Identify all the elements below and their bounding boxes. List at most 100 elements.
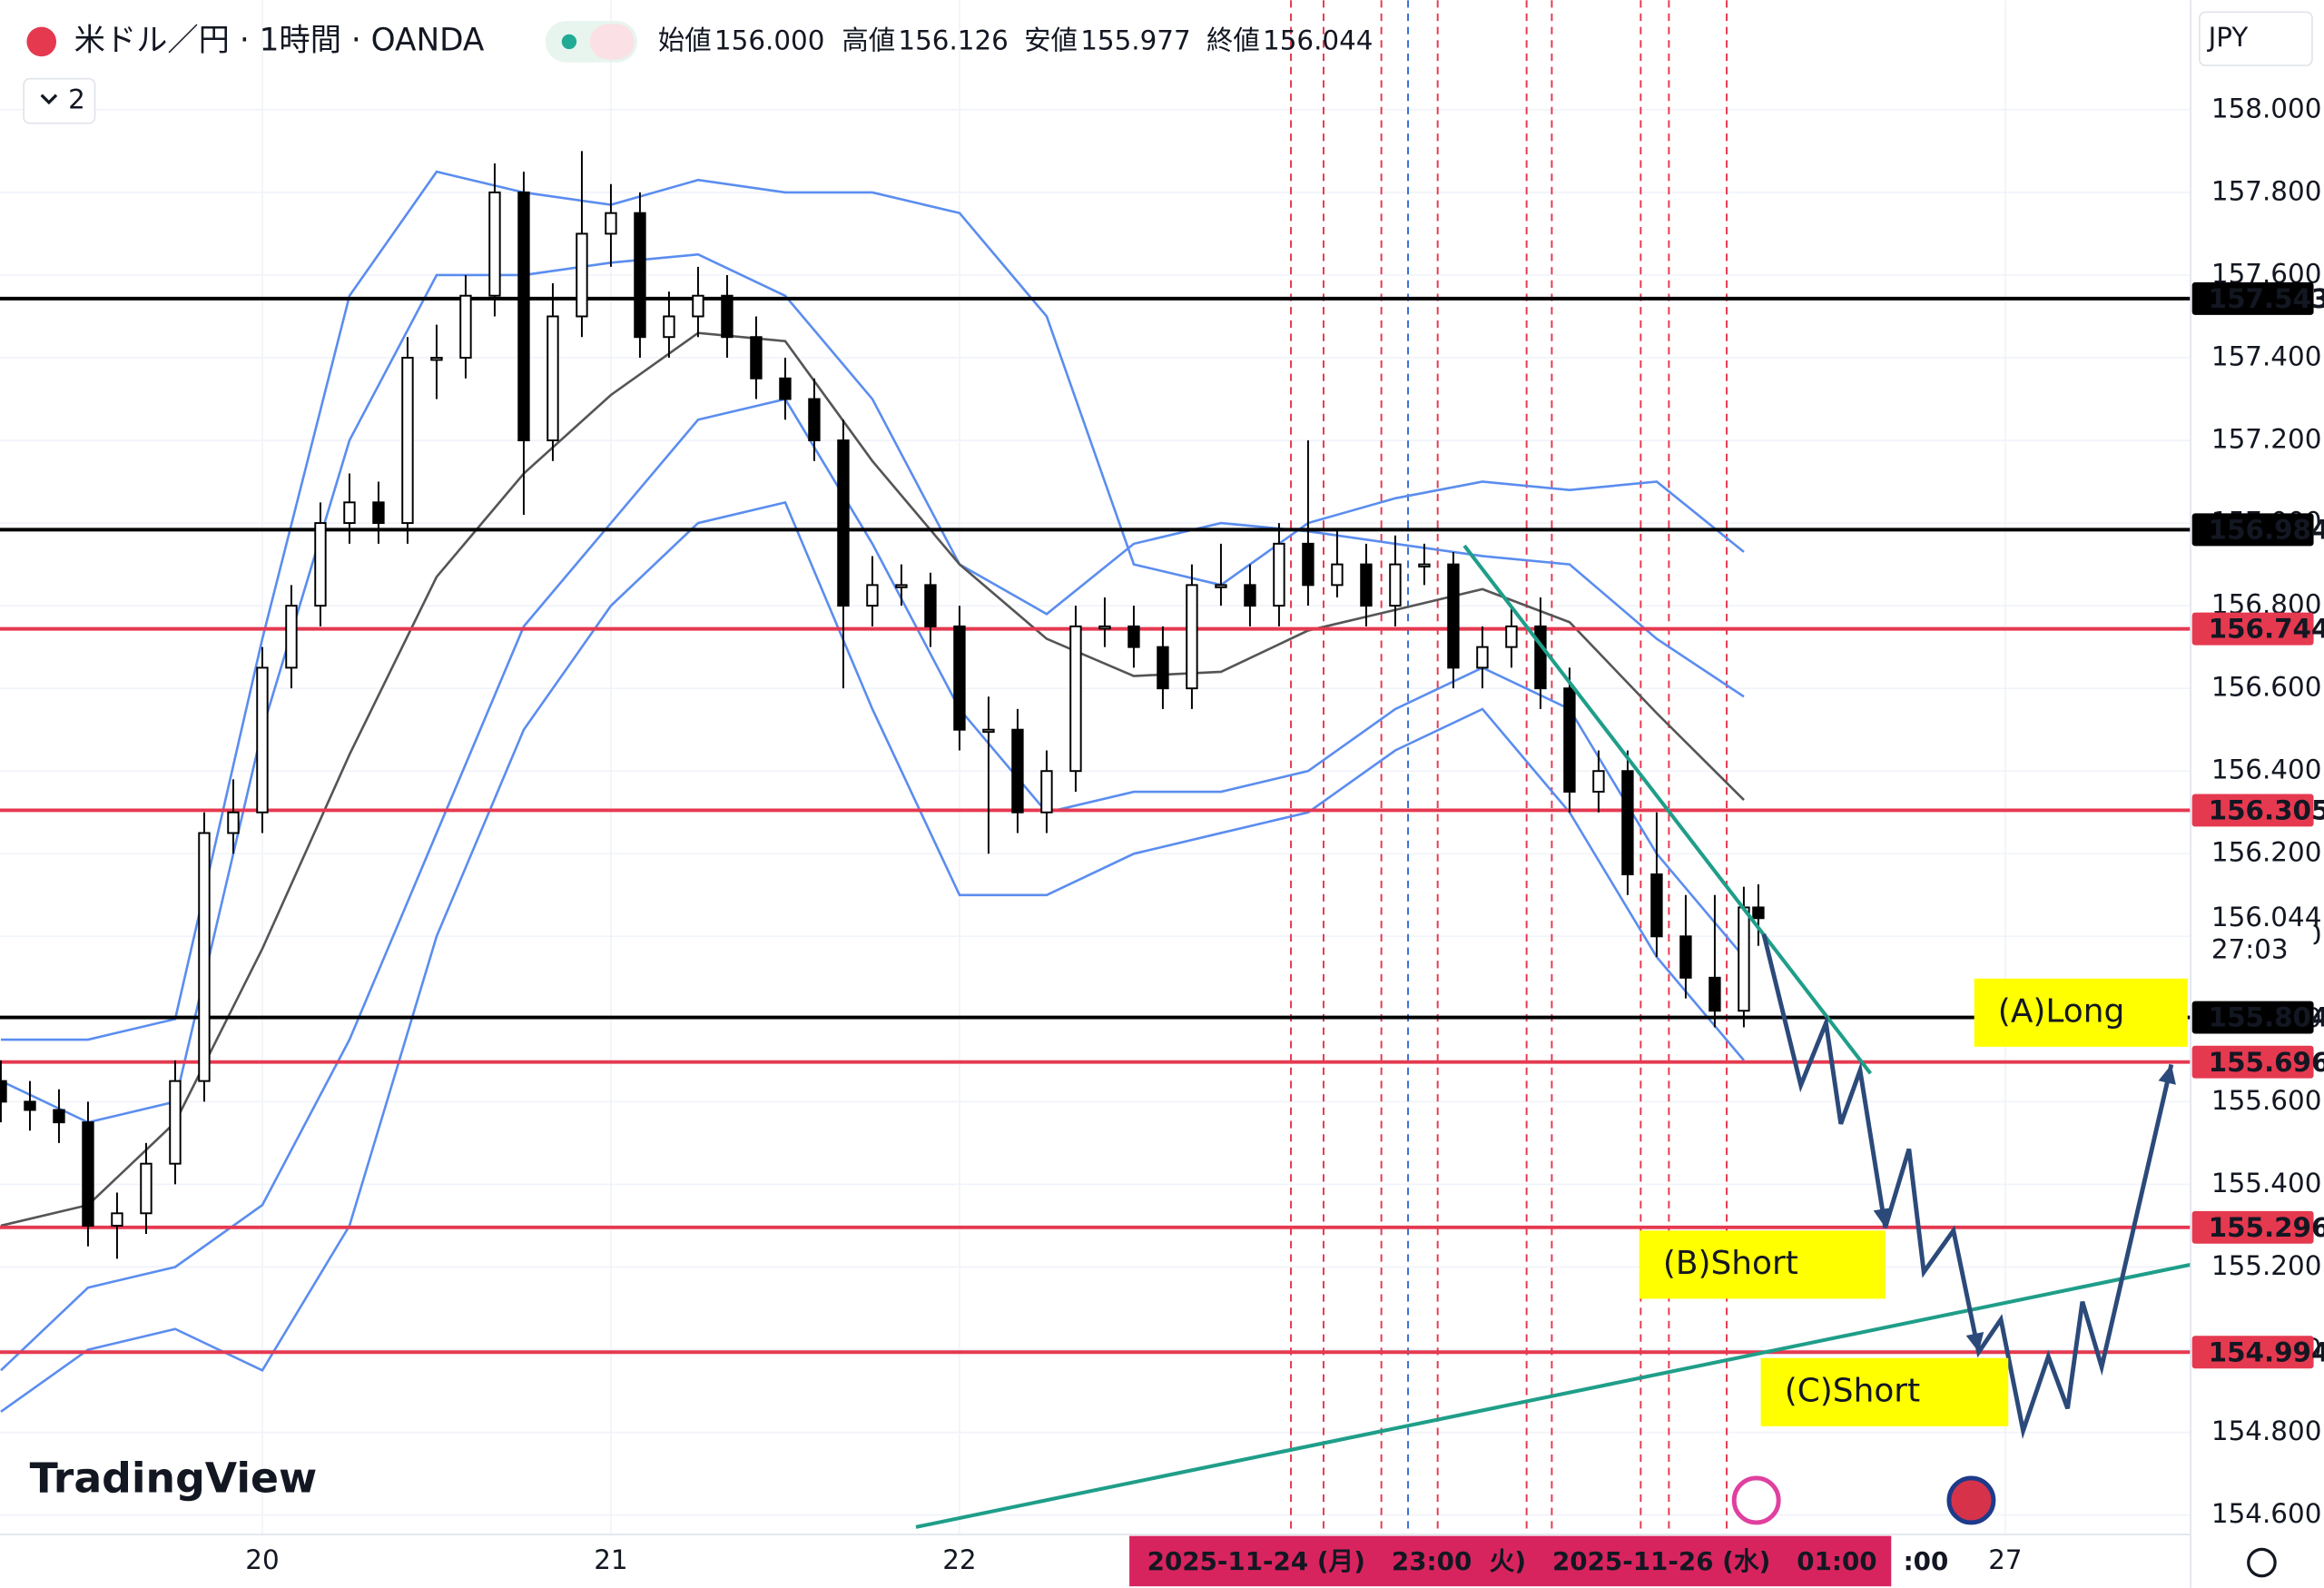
level-tag bbox=[2191, 612, 2314, 646]
level-tag bbox=[2191, 1336, 2314, 1369]
candle-body bbox=[1157, 646, 1169, 690]
currency-button[interactable] bbox=[2199, 11, 2313, 66]
price-axis: 154.600154.800155.000155.200155.400155.6… bbox=[2191, 93, 2324, 1529]
candle-body bbox=[517, 191, 530, 442]
x-tick-label: 21 bbox=[594, 1544, 627, 1575]
candle-body bbox=[1447, 563, 1460, 669]
candle-body bbox=[1752, 906, 1765, 920]
level-label: 154.994 bbox=[2209, 1336, 2324, 1367]
status-dot bbox=[561, 34, 577, 50]
y-tick-label: 154.600 bbox=[2211, 1498, 2321, 1529]
candle-body bbox=[1563, 687, 1576, 793]
y-tick-label: 157.400 bbox=[2211, 340, 2321, 371]
candle-body bbox=[140, 1162, 153, 1215]
flag-icon[interactable] bbox=[1946, 1475, 1996, 1525]
candle-body bbox=[256, 666, 269, 814]
candle-body bbox=[1476, 646, 1489, 669]
candle-body bbox=[169, 1080, 182, 1165]
level-tag bbox=[2191, 513, 2314, 547]
settings-icon[interactable] bbox=[2247, 1547, 2277, 1578]
arrow-head bbox=[1965, 1332, 1984, 1353]
candle-body bbox=[0, 1080, 7, 1103]
y-tick-label: 154.800 bbox=[2211, 1415, 2321, 1446]
candle-body bbox=[343, 501, 356, 525]
candle-body bbox=[401, 357, 414, 525]
candle-body bbox=[721, 294, 734, 339]
level-tag bbox=[2191, 794, 2314, 827]
ohlc-label: 高値 bbox=[842, 25, 895, 55]
candle-body bbox=[953, 625, 966, 731]
annotation-box bbox=[1974, 978, 2188, 1047]
arrow-head bbox=[1873, 1208, 1892, 1228]
annotation-box bbox=[1639, 1230, 1886, 1299]
symbol: 米ドル／円 · 1時間 · OANDA bbox=[74, 22, 485, 58]
ohlc-value: 155.977 bbox=[1080, 25, 1190, 55]
annotation-label: (B)Short bbox=[1663, 1245, 1798, 1282]
annotation-label: (A)Long bbox=[1998, 992, 2124, 1030]
candle-body bbox=[1069, 625, 1082, 773]
level-tag bbox=[2191, 281, 2314, 315]
symbol-icon bbox=[26, 26, 57, 57]
candle-body bbox=[895, 584, 908, 588]
candle-body bbox=[1098, 625, 1111, 630]
candle-body bbox=[1186, 584, 1198, 690]
candle-body bbox=[663, 315, 675, 339]
candle-body bbox=[1273, 542, 1285, 607]
countdown: 27:03 bbox=[2211, 934, 2289, 965]
candle-body bbox=[1679, 935, 1692, 979]
candle-body bbox=[430, 357, 443, 361]
brand-logo: TradingView bbox=[30, 1455, 318, 1503]
candle-body bbox=[1418, 563, 1431, 568]
level-tag bbox=[2191, 1001, 2314, 1034]
y-tick-label: 156.600 bbox=[2211, 672, 2321, 703]
ohlc-value: 156.044 bbox=[1263, 25, 1373, 55]
indicator-toggle[interactable] bbox=[23, 77, 96, 124]
level-label: 156.984 bbox=[2209, 514, 2324, 545]
indicator-count: 2 bbox=[68, 84, 85, 115]
annotation-label: (C)Short bbox=[1785, 1372, 1920, 1409]
ohlc-label: 安値 bbox=[1024, 25, 1078, 55]
candle-body bbox=[24, 1100, 36, 1111]
candle-body bbox=[372, 501, 385, 525]
candle-body bbox=[1040, 770, 1053, 814]
candle-body bbox=[1128, 625, 1140, 648]
x-tick-label: 20 bbox=[245, 1544, 279, 1575]
candle-body bbox=[198, 832, 211, 1082]
candle-body bbox=[1360, 563, 1373, 607]
band-line bbox=[0, 500, 1745, 1413]
forecast-path bbox=[1761, 933, 2174, 1440]
level-tag bbox=[2191, 1045, 2314, 1079]
level-label: 156.744 bbox=[2209, 614, 2324, 645]
x-tick-label: 27 bbox=[1988, 1544, 2022, 1575]
candle-body bbox=[576, 232, 588, 318]
candle-body bbox=[227, 811, 240, 834]
ohlc-label: 終値 bbox=[1206, 25, 1260, 55]
event-icon[interactable] bbox=[1731, 1475, 1781, 1525]
candle-body bbox=[924, 584, 937, 627]
last-price-tag bbox=[2191, 900, 2314, 966]
candle-body bbox=[808, 398, 821, 442]
candle-body bbox=[1215, 584, 1227, 588]
currency: JPY bbox=[2207, 22, 2249, 53]
time-tag bbox=[1129, 1535, 1892, 1587]
level-label: 155.296 bbox=[2209, 1212, 2324, 1243]
candle-body bbox=[1592, 770, 1605, 793]
ohlc-label: 始値 bbox=[658, 25, 712, 55]
candle-body bbox=[1505, 625, 1518, 648]
candle-body bbox=[692, 294, 704, 318]
y-tick-label: 157.800 bbox=[2211, 175, 2321, 206]
candle-body bbox=[1389, 563, 1402, 607]
ohlc-value: 156.000 bbox=[714, 25, 824, 55]
candle-body bbox=[1534, 625, 1547, 690]
candle-body bbox=[82, 1121, 94, 1227]
candle-body bbox=[982, 728, 995, 734]
candle-body bbox=[1621, 770, 1634, 875]
chevron bbox=[40, 94, 58, 105]
candle-body bbox=[459, 294, 472, 359]
y-tick-label: 158.000 bbox=[2211, 93, 2321, 123]
candle-body bbox=[547, 315, 559, 442]
level-tag bbox=[2191, 1210, 2314, 1244]
level-label: 155.696 bbox=[2209, 1047, 2324, 1078]
